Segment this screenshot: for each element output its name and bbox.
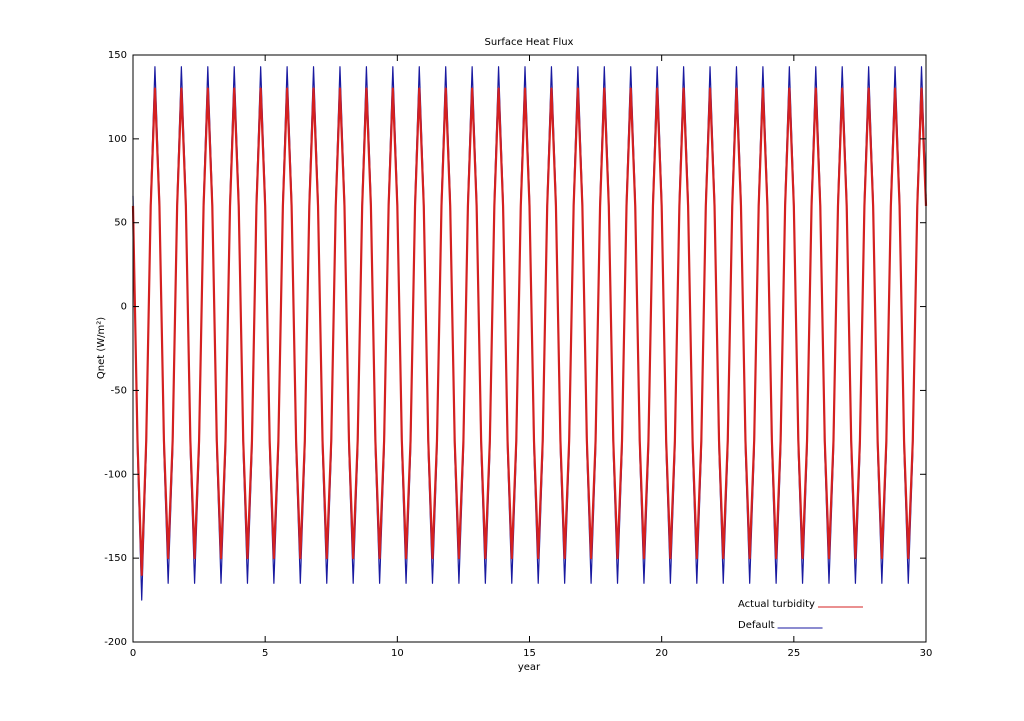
x-tick-label: 25: [787, 648, 800, 659]
plot-frame: [132, 54, 927, 643]
y-tick-label: -200: [104, 637, 127, 648]
legend-label: Actual turbidity: [738, 599, 815, 610]
y-axis-label: Qnet (W/m²): [96, 317, 107, 379]
y-tick-label: 0: [121, 302, 127, 313]
y-tick-label: 50: [114, 218, 127, 229]
data-line: [132, 66, 927, 601]
data-line: [131, 87, 928, 577]
y-tick-label: 100: [108, 134, 127, 145]
x-tick-label: 20: [655, 648, 668, 659]
y-tick-label: -100: [104, 469, 127, 480]
x-tick-label: 0: [130, 648, 136, 659]
y-tick-label: -150: [104, 553, 127, 564]
x-tick-label: 5: [262, 648, 268, 659]
legend-label: Default: [738, 620, 775, 631]
x-tick-label: 30: [920, 648, 933, 659]
chart-title: Surface Heat Flux: [485, 37, 574, 48]
x-axis-label: year: [518, 662, 541, 673]
y-tick-label: -50: [111, 385, 127, 396]
y-tick-label: 150: [108, 50, 127, 61]
x-tick-label: 15: [523, 648, 536, 659]
x-tick-label: 10: [391, 648, 404, 659]
